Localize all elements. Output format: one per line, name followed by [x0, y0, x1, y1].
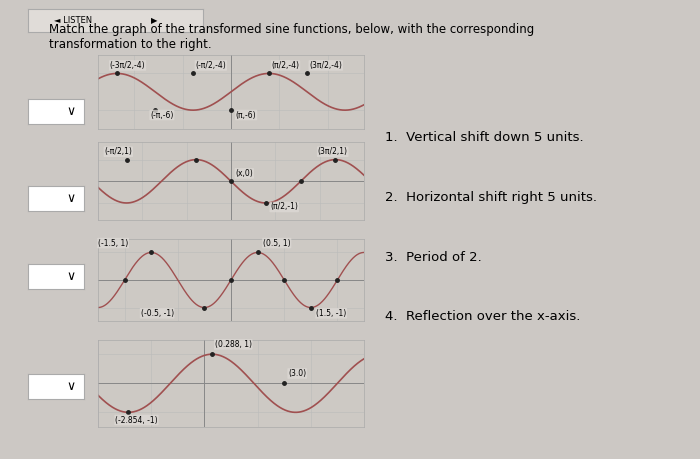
Text: (-π/2,1): (-π/2,1) — [104, 147, 132, 156]
Text: 3.  Period of 2.: 3. Period of 2. — [385, 251, 482, 263]
Text: (-2.854, -1): (-2.854, -1) — [116, 415, 158, 425]
Text: (1.5, -1): (1.5, -1) — [316, 309, 346, 318]
Text: ∨: ∨ — [66, 380, 76, 393]
Text: (π/2,-4): (π/2,-4) — [272, 61, 300, 70]
Text: (-π/2,-4): (-π/2,-4) — [195, 61, 226, 70]
Text: ∨: ∨ — [66, 192, 76, 205]
Text: ∨: ∨ — [66, 105, 76, 118]
Text: 1.  Vertical shift down 5 units.: 1. Vertical shift down 5 units. — [385, 131, 584, 144]
Text: (3.0): (3.0) — [288, 369, 307, 378]
Text: (0.288, 1): (0.288, 1) — [215, 340, 252, 349]
Text: (-3π/2,-4): (-3π/2,-4) — [110, 61, 146, 70]
Text: (3π/2,1): (3π/2,1) — [318, 147, 348, 156]
Text: (π/2,-1): (π/2,-1) — [270, 202, 298, 212]
Text: (-0.5, -1): (-0.5, -1) — [141, 309, 174, 318]
Text: 4.  Reflection over the x-axis.: 4. Reflection over the x-axis. — [385, 310, 580, 323]
Text: (-1.5, 1): (-1.5, 1) — [98, 239, 128, 247]
Text: Match the graph of the transformed sine functions, below, with the corresponding: Match the graph of the transformed sine … — [49, 23, 534, 51]
Text: ◄ LISTEN: ◄ LISTEN — [55, 16, 92, 25]
Text: ∨: ∨ — [66, 270, 76, 283]
Text: (0.5, 1): (0.5, 1) — [263, 239, 290, 247]
Text: (3π/2,-4): (3π/2,-4) — [309, 61, 342, 70]
Text: ▶: ▶ — [150, 16, 157, 25]
Text: (π,-6): (π,-6) — [236, 111, 256, 119]
Text: 2.  Horizontal shift right 5 units.: 2. Horizontal shift right 5 units. — [385, 191, 597, 204]
Text: (-π,-6): (-π,-6) — [150, 111, 174, 119]
Text: (x,0): (x,0) — [235, 169, 253, 178]
